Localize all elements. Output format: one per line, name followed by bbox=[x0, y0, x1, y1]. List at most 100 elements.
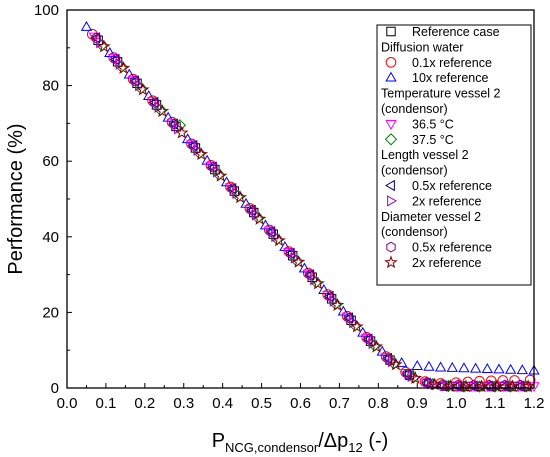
legend-group-label: Diffusion water bbox=[381, 40, 463, 54]
data-point bbox=[323, 290, 334, 303]
data-point bbox=[187, 140, 198, 152]
legend-entry-label: 0.1x reference bbox=[412, 56, 492, 70]
legend-entry-label: 0.5x reference bbox=[412, 241, 492, 255]
data-point bbox=[252, 211, 267, 225]
legend-marker bbox=[384, 179, 395, 192]
data-point bbox=[485, 375, 497, 387]
data-point bbox=[388, 355, 398, 368]
data-point bbox=[343, 312, 354, 324]
legend-marker bbox=[384, 133, 398, 146]
data-point bbox=[408, 371, 423, 384]
x-axis-title-sub2: 12 bbox=[348, 440, 362, 455]
data-point bbox=[459, 379, 473, 393]
y-tick-label: 100 bbox=[34, 2, 59, 19]
legend-group-label: Length vessel 2 bbox=[381, 148, 469, 162]
x-tick-label: 0.6 bbox=[290, 395, 311, 412]
data-point bbox=[90, 32, 101, 44]
y-axis-title: Performance (%) bbox=[5, 123, 27, 274]
data-point bbox=[481, 363, 493, 373]
data-point bbox=[458, 362, 470, 373]
series-9 bbox=[97, 39, 535, 393]
data-point bbox=[362, 333, 373, 345]
data-point bbox=[233, 190, 247, 204]
data-point bbox=[484, 379, 494, 391]
y-tick-label: 60 bbox=[42, 153, 59, 170]
legend-group-label: Diameter vessel 2 bbox=[381, 210, 481, 224]
legend-entry-label: Reference case bbox=[412, 25, 500, 39]
x-tick-label: 0.3 bbox=[173, 395, 194, 412]
x-tick-label: 1.0 bbox=[446, 395, 467, 412]
data-point bbox=[423, 360, 435, 371]
data-point bbox=[97, 39, 111, 53]
data-point bbox=[395, 357, 408, 367]
legend-marker bbox=[385, 120, 397, 130]
data-point bbox=[155, 104, 170, 118]
data-point bbox=[167, 118, 178, 130]
data-point bbox=[453, 379, 463, 391]
data-point bbox=[149, 97, 160, 109]
data-point bbox=[437, 379, 448, 391]
series-8 bbox=[91, 32, 526, 391]
x-axis-title-main: P bbox=[212, 430, 225, 452]
data-point bbox=[109, 53, 120, 66]
data-point bbox=[434, 361, 447, 372]
data-point bbox=[227, 183, 238, 195]
data-point bbox=[490, 379, 504, 393]
data-point bbox=[407, 371, 420, 384]
y-tick-label: 20 bbox=[42, 304, 59, 321]
x-tick-label: 0.0 bbox=[57, 395, 78, 412]
data-point bbox=[286, 248, 296, 259]
data-point bbox=[411, 360, 423, 370]
legend-entry-label: 2x reference bbox=[412, 256, 482, 270]
data-point bbox=[427, 378, 437, 390]
data-point bbox=[194, 147, 209, 161]
data-point bbox=[272, 233, 286, 247]
data-point bbox=[497, 375, 509, 386]
data-point bbox=[148, 96, 159, 109]
data-point bbox=[245, 204, 256, 217]
data-point bbox=[493, 363, 505, 374]
data-point bbox=[344, 312, 354, 324]
data-point bbox=[130, 75, 140, 87]
legend-marker bbox=[387, 195, 398, 207]
data-point bbox=[305, 269, 315, 281]
legend-entry-label: 36.5 °C bbox=[412, 117, 454, 131]
x-tick-label: 0.5 bbox=[251, 395, 272, 412]
data-point bbox=[363, 333, 374, 345]
data-point bbox=[516, 364, 529, 375]
data-point bbox=[446, 361, 458, 372]
data-point bbox=[284, 247, 295, 260]
legend-group-label: (condensor) bbox=[381, 102, 448, 116]
data-point bbox=[247, 204, 257, 216]
legend-marker bbox=[385, 71, 397, 82]
data-point bbox=[402, 368, 413, 380]
data-point bbox=[174, 125, 189, 139]
y-tick-label: 0 bbox=[51, 380, 59, 397]
data-point bbox=[226, 183, 237, 195]
data-point bbox=[136, 82, 150, 96]
x-axis-title: PNCG,condensor/Δp12 (-) bbox=[212, 430, 389, 455]
legend-box bbox=[376, 24, 532, 286]
data-point bbox=[266, 226, 276, 238]
data-point bbox=[304, 269, 315, 281]
legend-entry-label: 37.5 °C bbox=[412, 133, 454, 147]
data-point bbox=[325, 291, 335, 302]
legend-marker bbox=[386, 241, 396, 253]
x-axis-title-mid: /Δp bbox=[318, 430, 348, 452]
data-point bbox=[110, 54, 121, 65]
x-tick-label: 0.4 bbox=[212, 395, 233, 412]
legend-marker bbox=[384, 255, 398, 269]
x-tick-label: 0.7 bbox=[329, 395, 350, 412]
legend-group-label: Temperature vessel 2 bbox=[381, 87, 501, 101]
data-point bbox=[383, 353, 393, 364]
data-point bbox=[213, 168, 228, 182]
y-tick-label: 40 bbox=[42, 229, 59, 246]
data-point bbox=[422, 376, 432, 388]
data-point bbox=[350, 319, 364, 333]
data-point bbox=[80, 20, 93, 31]
data-point bbox=[169, 118, 179, 130]
data-point bbox=[116, 61, 131, 75]
legend-entry-label: 2x reference bbox=[412, 194, 482, 208]
